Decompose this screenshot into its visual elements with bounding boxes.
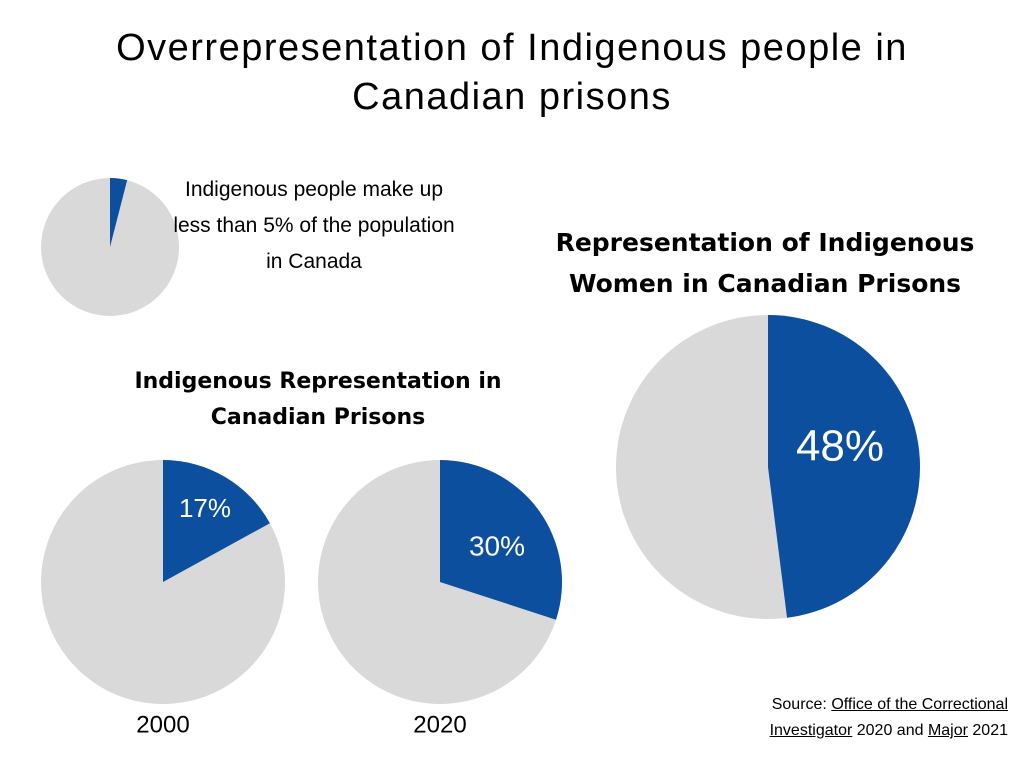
source: Source: Office of the Correctional Inves… — [712, 692, 1008, 744]
source-text: 2021 — [972, 722, 1008, 739]
value-label: 17% — [179, 493, 231, 523]
source-prefix: Source: — [771, 696, 827, 713]
value-label: 48% — [796, 422, 884, 471]
pie-slice — [163, 460, 270, 582]
source-link[interactable]: Major — [927, 722, 968, 739]
chart-title: Indigenous Representation in Canadian Pr… — [134, 369, 502, 430]
category-label: 2020 — [413, 711, 466, 738]
value-label: 30% — [469, 530, 525, 561]
pie-slice — [440, 460, 562, 620]
source-link[interactable]: Office of the Correctional Investigator — [769, 696, 1008, 739]
pie-slice — [768, 315, 921, 618]
annotation: Indigenous people make up less than 5% o… — [173, 178, 455, 273]
pie-slice — [110, 178, 128, 247]
source-text: 2020 and — [856, 722, 924, 739]
chart-title: Representation of Indigenous Women in Ca… — [555, 228, 975, 298]
title: Overrepresentation of Indigenous people … — [116, 27, 908, 118]
category-label: 2000 — [136, 711, 189, 738]
